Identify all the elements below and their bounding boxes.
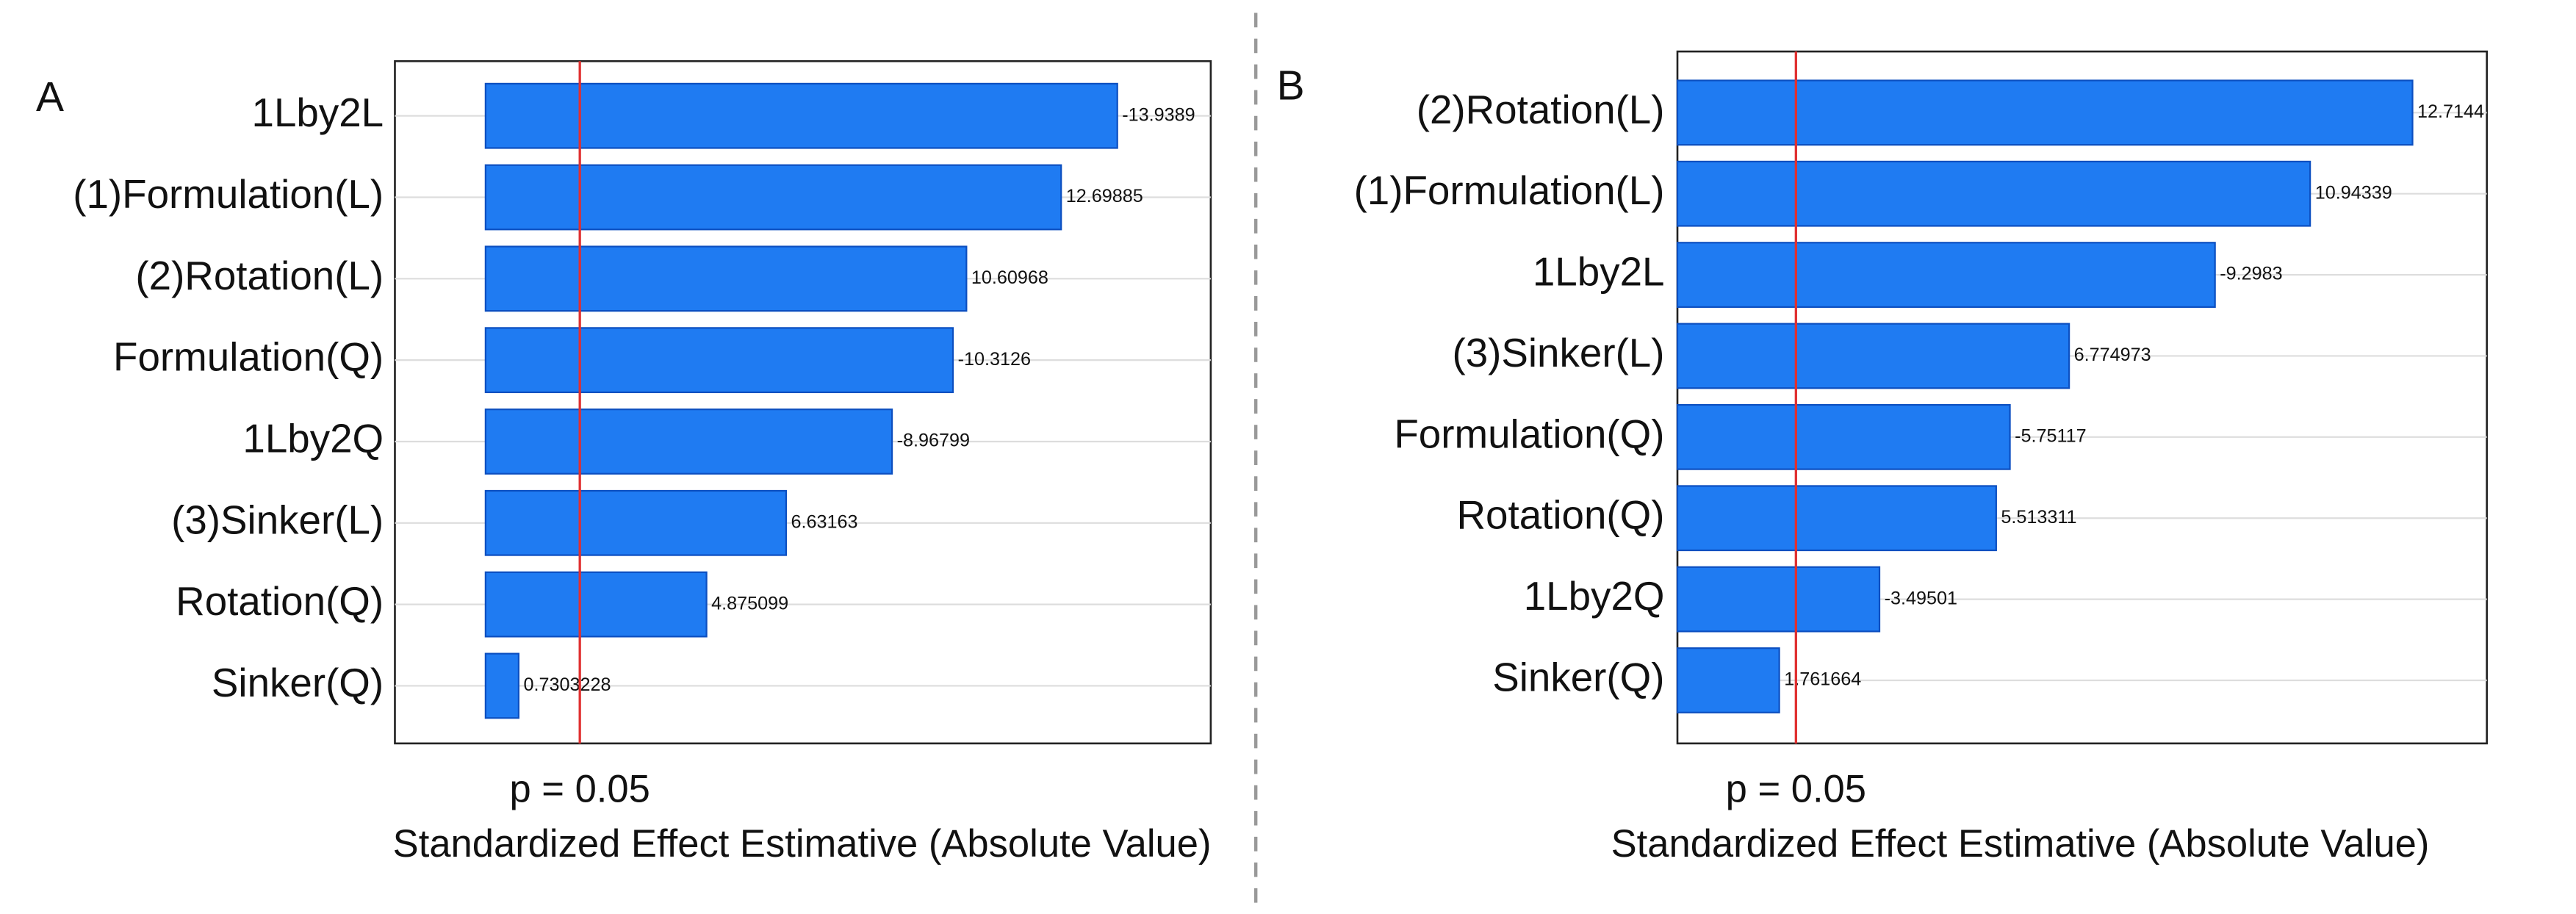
- x-axis-title: Standardized Effect Estimative (Absolute…: [1611, 822, 2430, 866]
- value-label: 5.513311: [2001, 507, 2076, 528]
- category-label: (1)Formulation(L): [73, 171, 384, 217]
- category-label: 1Lby2L: [252, 90, 384, 135]
- bar: [1676, 323, 2070, 389]
- value-label: 10.60968: [971, 267, 1048, 288]
- bar: [484, 164, 1062, 231]
- bar: [484, 652, 519, 719]
- value-label: -8.96799: [897, 431, 970, 451]
- bar: [1676, 566, 1881, 633]
- bar: [484, 82, 1118, 149]
- category-label: (1)Formulation(L): [1354, 168, 1665, 213]
- panel-label: B: [1277, 62, 1305, 109]
- bar: [484, 489, 788, 556]
- value-label: -13.9389: [1122, 104, 1195, 125]
- category-label: Formulation(Q): [113, 334, 384, 380]
- category-label: Sinker(Q): [212, 660, 384, 705]
- category-label: Rotation(Q): [1457, 492, 1665, 538]
- category-label: Rotation(Q): [176, 578, 384, 624]
- bar: [1676, 403, 2011, 470]
- reference-label: p = 0.05: [1726, 767, 1866, 810]
- category-label: Sinker(Q): [1492, 654, 1664, 699]
- bar: [1676, 485, 1997, 552]
- value-label: 12.69885: [1066, 186, 1143, 206]
- value-label: -3.49501: [1885, 588, 1957, 608]
- panel-label: A: [36, 73, 64, 120]
- value-label: -5.75117: [2015, 425, 2087, 446]
- value-label: 6.63163: [791, 511, 858, 532]
- plot-frame: [394, 60, 1212, 745]
- bar: [484, 409, 893, 475]
- x-axis-title: Standardized Effect Estimative (Absolute…: [393, 822, 1212, 866]
- bar: [484, 327, 954, 394]
- bar: [1676, 79, 2414, 146]
- category-label: (2)Rotation(L): [1417, 87, 1665, 132]
- category-label: 1Lby2Q: [242, 415, 384, 461]
- category-label: (2)Rotation(L): [135, 253, 384, 298]
- value-label: 4.875099: [711, 593, 788, 613]
- category-label: 1Lby2L: [1533, 249, 1665, 295]
- category-label: 1Lby2Q: [1524, 573, 1665, 619]
- value-label: 6.774973: [2074, 345, 2151, 365]
- value-label: -9.2983: [2220, 264, 2282, 284]
- category-label: (3)Sinker(L): [1452, 330, 1664, 375]
- reference-label: p = 0.05: [509, 767, 650, 810]
- bar: [1676, 242, 2216, 308]
- bar: [1676, 647, 1780, 713]
- category-label: Formulation(Q): [1394, 411, 1664, 456]
- plot-frame: [1676, 50, 2488, 745]
- value-label: 12.7144: [2417, 101, 2484, 122]
- bar: [484, 245, 968, 312]
- bar: [484, 571, 708, 638]
- value-label: 0.7303228: [523, 674, 611, 695]
- value-label: 10.94339: [2315, 182, 2392, 203]
- value-label: -10.3126: [958, 349, 1031, 370]
- category-label: (3)Sinker(L): [171, 497, 384, 542]
- bar: [1676, 160, 2311, 227]
